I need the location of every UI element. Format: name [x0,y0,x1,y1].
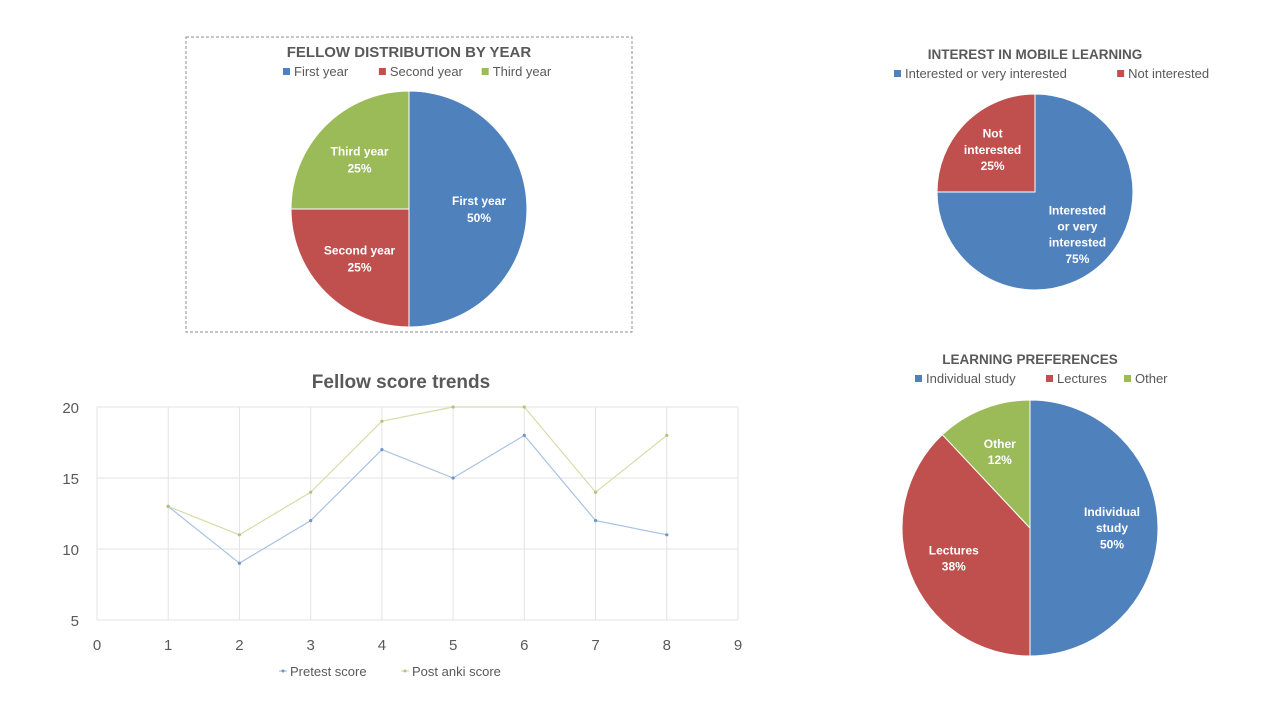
legend-marker [281,669,285,673]
legend-swatch [283,68,290,75]
chart-legend: First year Second year Third year [283,64,552,79]
learning-preferences-chart: LEARNING PREFERENCES Individual study Lec… [901,352,1168,657]
y-tick-label: 15 [62,471,79,488]
x-tick-label: 6 [520,637,528,654]
pie-slice-other[interactable] [941,399,1031,530]
slice-data-label: First year 50% [452,194,506,225]
slice-data-label: Second year 25% [324,243,396,274]
slice-data-label: Third year 25% [330,144,388,175]
slice-data-label: Lectures 38% [929,543,979,573]
data-point[interactable] [522,405,526,409]
legend-swatch [894,70,901,77]
data-point[interactable] [451,405,455,409]
data-point[interactable] [166,504,170,508]
x-tick-label: 5 [449,637,457,654]
score-trends-chart: Fellow score trends 5 10 15 20 0 1 2 3 4 5 6 7 8 9 Pr… [62,372,742,679]
series-line-pretest-score[interactable] [167,434,667,564]
data-point[interactable] [594,490,598,494]
pie-slices: First year 50% Second year 25% Third year 25% [290,90,528,328]
mobile-learning-chart: INTEREST IN MOBILE LEARNING Interested o… [894,47,1209,291]
legend-label: Other [1135,371,1168,386]
legend-label: Lectures [1057,371,1107,386]
chart-title: Fellow score trends [312,372,490,393]
data-point[interactable] [665,433,669,437]
chart-legend: Pretest score Post anki score [279,664,501,679]
legend-label: Second year [390,64,464,79]
x-tick-label: 4 [378,637,386,654]
legend-swatch [915,375,922,382]
x-tick-label: 1 [164,637,172,654]
chart-title: LEARNING PREFERENCES [942,352,1118,367]
slice-data-label: Interested or very interested 75% [1049,203,1106,266]
x-tick-label: 8 [663,637,671,654]
data-point[interactable] [237,533,241,537]
legend-swatch [1124,375,1131,382]
data-point[interactable] [522,433,526,437]
y-tick-label: 20 [62,400,79,417]
pie-slice-second-year[interactable] [290,208,410,328]
x-tick-label: 0 [93,637,101,654]
pie-slice-interested-or-very-interested[interactable] [936,93,1134,291]
y-tick-label: 5 [71,613,79,630]
legend-label: Interested or very interested [905,66,1067,81]
data-point[interactable] [309,490,313,494]
pie-slice-third-year[interactable] [290,90,410,210]
chart-legend: Individual study Lectures Other [915,371,1168,386]
legend-swatch [481,68,489,75]
y-tick-label: 10 [62,542,79,559]
x-tick-label: 2 [235,637,243,654]
legend-swatch [1117,70,1125,77]
legend-label: Not interested [1128,66,1209,81]
chart-title: FELLOW DISTRIBUTION BY YEAR [287,44,532,61]
chart-selection-border[interactable] [185,36,633,333]
pie-slices: Individual study 50% Lectures 38% Other 12% [901,399,1159,657]
line-series [166,405,669,565]
data-point[interactable] [237,561,241,565]
legend-swatch [1046,375,1053,382]
legend-marker [403,669,407,673]
x-tick-label: 7 [591,637,599,654]
slice-data-label: Individual study 50% [1084,505,1140,551]
legend-label: Individual study [926,371,1016,386]
legend-swatch [378,68,386,75]
legend-label: Pretest score [290,664,367,679]
chart-legend: Interested or very interested Not interes… [894,66,1209,81]
x-tick-label: 9 [734,637,742,654]
slice-data-label: Not interested 25% [964,127,1021,173]
pie-slice-not-interested[interactable] [936,93,1036,193]
data-point[interactable] [380,419,384,423]
pie-slice-individual-study[interactable] [1029,399,1159,657]
gridlines [96,406,739,621]
data-point[interactable] [309,519,313,523]
x-tick-label: 3 [306,637,314,654]
legend-label: Post anki score [412,664,501,679]
pie-slices: Interested or very interested 75% Not interes… [936,93,1134,291]
data-point[interactable] [380,448,384,452]
data-point[interactable] [665,533,669,537]
legend-label: First year [294,64,349,79]
fellow-distribution-chart: FELLOW DISTRIBUTION BY YEAR First year Se… [185,36,633,333]
legend-label: Third year [493,64,552,79]
series-line-post-anki-score[interactable] [167,406,668,536]
data-point[interactable] [451,476,455,480]
pie-slice-first-year[interactable] [408,90,528,328]
data-point[interactable] [594,519,598,523]
pie-slice-lectures[interactable] [901,433,1031,657]
axis-ticks: 5 10 15 20 0 1 2 3 4 5 6 7 8 9 [62,400,742,654]
slice-data-label: Other 12% [984,437,1016,467]
chart-title: INTEREST IN MOBILE LEARNING [928,47,1143,62]
